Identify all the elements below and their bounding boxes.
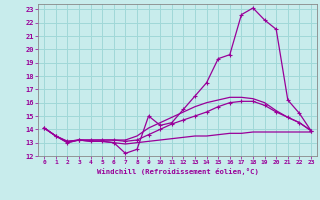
X-axis label: Windchill (Refroidissement éolien,°C): Windchill (Refroidissement éolien,°C) — [97, 168, 259, 175]
